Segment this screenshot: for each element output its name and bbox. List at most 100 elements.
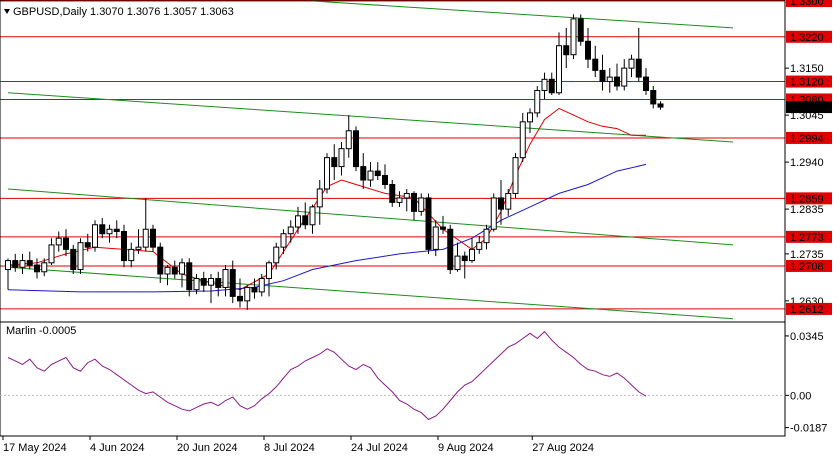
candle (244, 285, 251, 310)
candle-body (418, 197, 425, 212)
candle-body (295, 215, 301, 228)
candle (476, 235, 483, 254)
candle-body (353, 130, 359, 168)
candle (403, 188, 410, 212)
candle-body (469, 248, 475, 262)
candle-body (251, 286, 258, 293)
slow-moving-average (7, 163, 647, 293)
candle-body (512, 157, 519, 194)
price-axis-label: 1.2735 (790, 249, 824, 261)
header-arrow-icon[interactable] (4, 9, 10, 14)
chart-header: GBPUSD,Daily 1.3070 1.3076 1.3057 1.3063 (13, 6, 234, 18)
candle-body (179, 262, 185, 275)
candle-body (280, 233, 287, 248)
candle (150, 224, 156, 252)
channel-line (7, 188, 734, 246)
candle-body (157, 246, 164, 275)
price-label-bg (786, 75, 832, 88)
candle (599, 54, 606, 91)
candle-body (215, 277, 222, 288)
candle-body (92, 224, 98, 248)
candle-body (12, 260, 19, 268)
candle-body (621, 67, 628, 87)
candle-body (77, 242, 84, 271)
candle (157, 242, 164, 283)
candle (577, 14, 584, 46)
candle (171, 260, 178, 279)
candle (273, 242, 280, 270)
candle (84, 233, 91, 252)
candle-body (592, 58, 599, 71)
candle (70, 244, 77, 275)
candle (121, 224, 127, 268)
candle (490, 193, 497, 232)
candle-body (425, 197, 432, 250)
candle-body (360, 166, 367, 181)
candle (5, 258, 11, 290)
candle (208, 274, 214, 304)
candle-body (164, 266, 171, 275)
candle (128, 242, 135, 268)
candle (287, 220, 294, 243)
candle-body (302, 215, 309, 226)
candle (200, 271, 207, 292)
candle (237, 278, 243, 308)
candle (541, 72, 548, 100)
candle (99, 218, 106, 239)
candle-body (135, 246, 142, 250)
candle-body (324, 157, 330, 190)
candle (606, 68, 613, 93)
candle (650, 86, 657, 109)
candle (447, 224, 454, 275)
candle (258, 274, 265, 297)
candle (527, 108, 533, 134)
candle (55, 231, 62, 252)
candle (302, 202, 309, 230)
candle (186, 258, 193, 297)
price-axis-label: 1.3120 (790, 77, 824, 89)
candle (418, 193, 425, 216)
candle-body (577, 18, 584, 42)
price-axis-label: 1.3045 (790, 110, 824, 122)
indicator-pane-border (0, 321, 786, 437)
price-label-bg (786, 192, 832, 205)
candle (469, 238, 475, 263)
candle (48, 238, 55, 266)
oscillator-axis-label: 0.0345 (790, 331, 824, 343)
candle-body (121, 230, 127, 262)
price-axis-label: 1.2994 (790, 133, 824, 145)
candle (222, 265, 229, 297)
candle-body (258, 277, 265, 293)
candle-body (534, 90, 541, 114)
candle (251, 278, 258, 299)
candle (396, 191, 403, 207)
candle-body (63, 237, 69, 250)
candle-body (440, 226, 446, 230)
candle-body (541, 78, 548, 92)
candle-body (382, 175, 388, 185)
oscillator-pane (0, 330, 785, 421)
candle (556, 32, 562, 95)
candle (34, 258, 40, 279)
candle-body (374, 170, 381, 177)
candle (26, 251, 33, 270)
candle (77, 238, 84, 275)
candle (563, 27, 570, 69)
candle (461, 251, 468, 279)
candle (534, 86, 541, 118)
candle-body (48, 244, 55, 264)
candle-body (490, 197, 497, 230)
candle (628, 54, 635, 78)
price-label-bg (786, 101, 832, 114)
candle (295, 206, 301, 234)
candle-body (55, 237, 62, 246)
candlesticks (5, 14, 664, 310)
date-axis-label: 24 Jul 2024 (351, 442, 408, 454)
candle (374, 162, 381, 181)
date-axis-label: 8 Jul 2024 (264, 442, 315, 454)
candle-body (519, 121, 526, 159)
candle (331, 144, 338, 181)
candle (41, 258, 48, 277)
candle-body (635, 58, 642, 78)
